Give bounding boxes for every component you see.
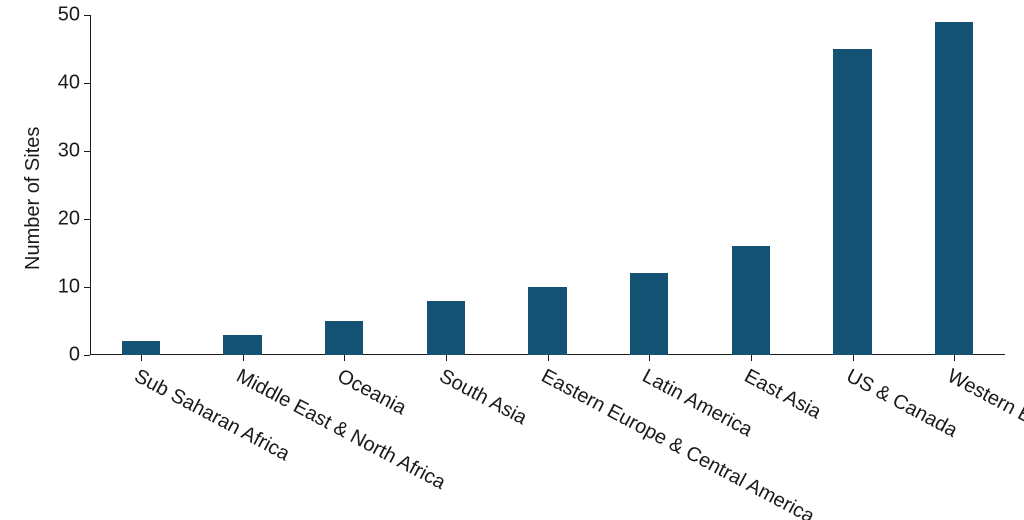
- y-tick: [84, 15, 90, 16]
- y-tick-label: 50: [58, 4, 80, 27]
- y-axis-label: Number of Sites: [22, 127, 45, 270]
- y-tick-label: 20: [58, 208, 80, 231]
- y-tick: [84, 83, 90, 84]
- bar: [223, 335, 262, 355]
- x-tick-label: East Asia: [740, 365, 824, 424]
- x-tick: [548, 355, 549, 361]
- bar: [528, 287, 567, 355]
- y-tick: [84, 151, 90, 152]
- y-tick: [84, 219, 90, 220]
- bar: [427, 301, 466, 355]
- sites-by-region-chart: Number of Sites 01020304050Sub Saharan A…: [0, 0, 1024, 520]
- x-tick: [853, 355, 854, 361]
- y-tick-label: 30: [58, 140, 80, 163]
- bar: [833, 49, 872, 355]
- bar: [732, 246, 771, 355]
- bar: [630, 273, 669, 355]
- x-tick-label: Western Europe: [943, 365, 1024, 453]
- bar: [325, 321, 364, 355]
- x-tick: [446, 355, 447, 361]
- y-tick-label: 10: [58, 276, 80, 299]
- x-tick: [649, 355, 650, 361]
- x-tick: [243, 355, 244, 361]
- x-tick-label: Oceania: [333, 365, 410, 420]
- x-tick-label: South Asia: [435, 365, 530, 430]
- x-tick: [344, 355, 345, 361]
- y-tick-label: 0: [69, 344, 80, 367]
- x-tick: [751, 355, 752, 361]
- x-tick: [954, 355, 955, 361]
- x-tick-label: US & Canada: [842, 365, 961, 443]
- plot-area: 01020304050Sub Saharan AfricaMiddle East…: [90, 15, 1005, 355]
- y-tick: [84, 355, 90, 356]
- x-tick: [141, 355, 142, 361]
- y-axis-line: [90, 15, 91, 355]
- bar: [122, 341, 161, 355]
- y-tick: [84, 287, 90, 288]
- y-tick-label: 40: [58, 72, 80, 95]
- bar: [935, 22, 974, 355]
